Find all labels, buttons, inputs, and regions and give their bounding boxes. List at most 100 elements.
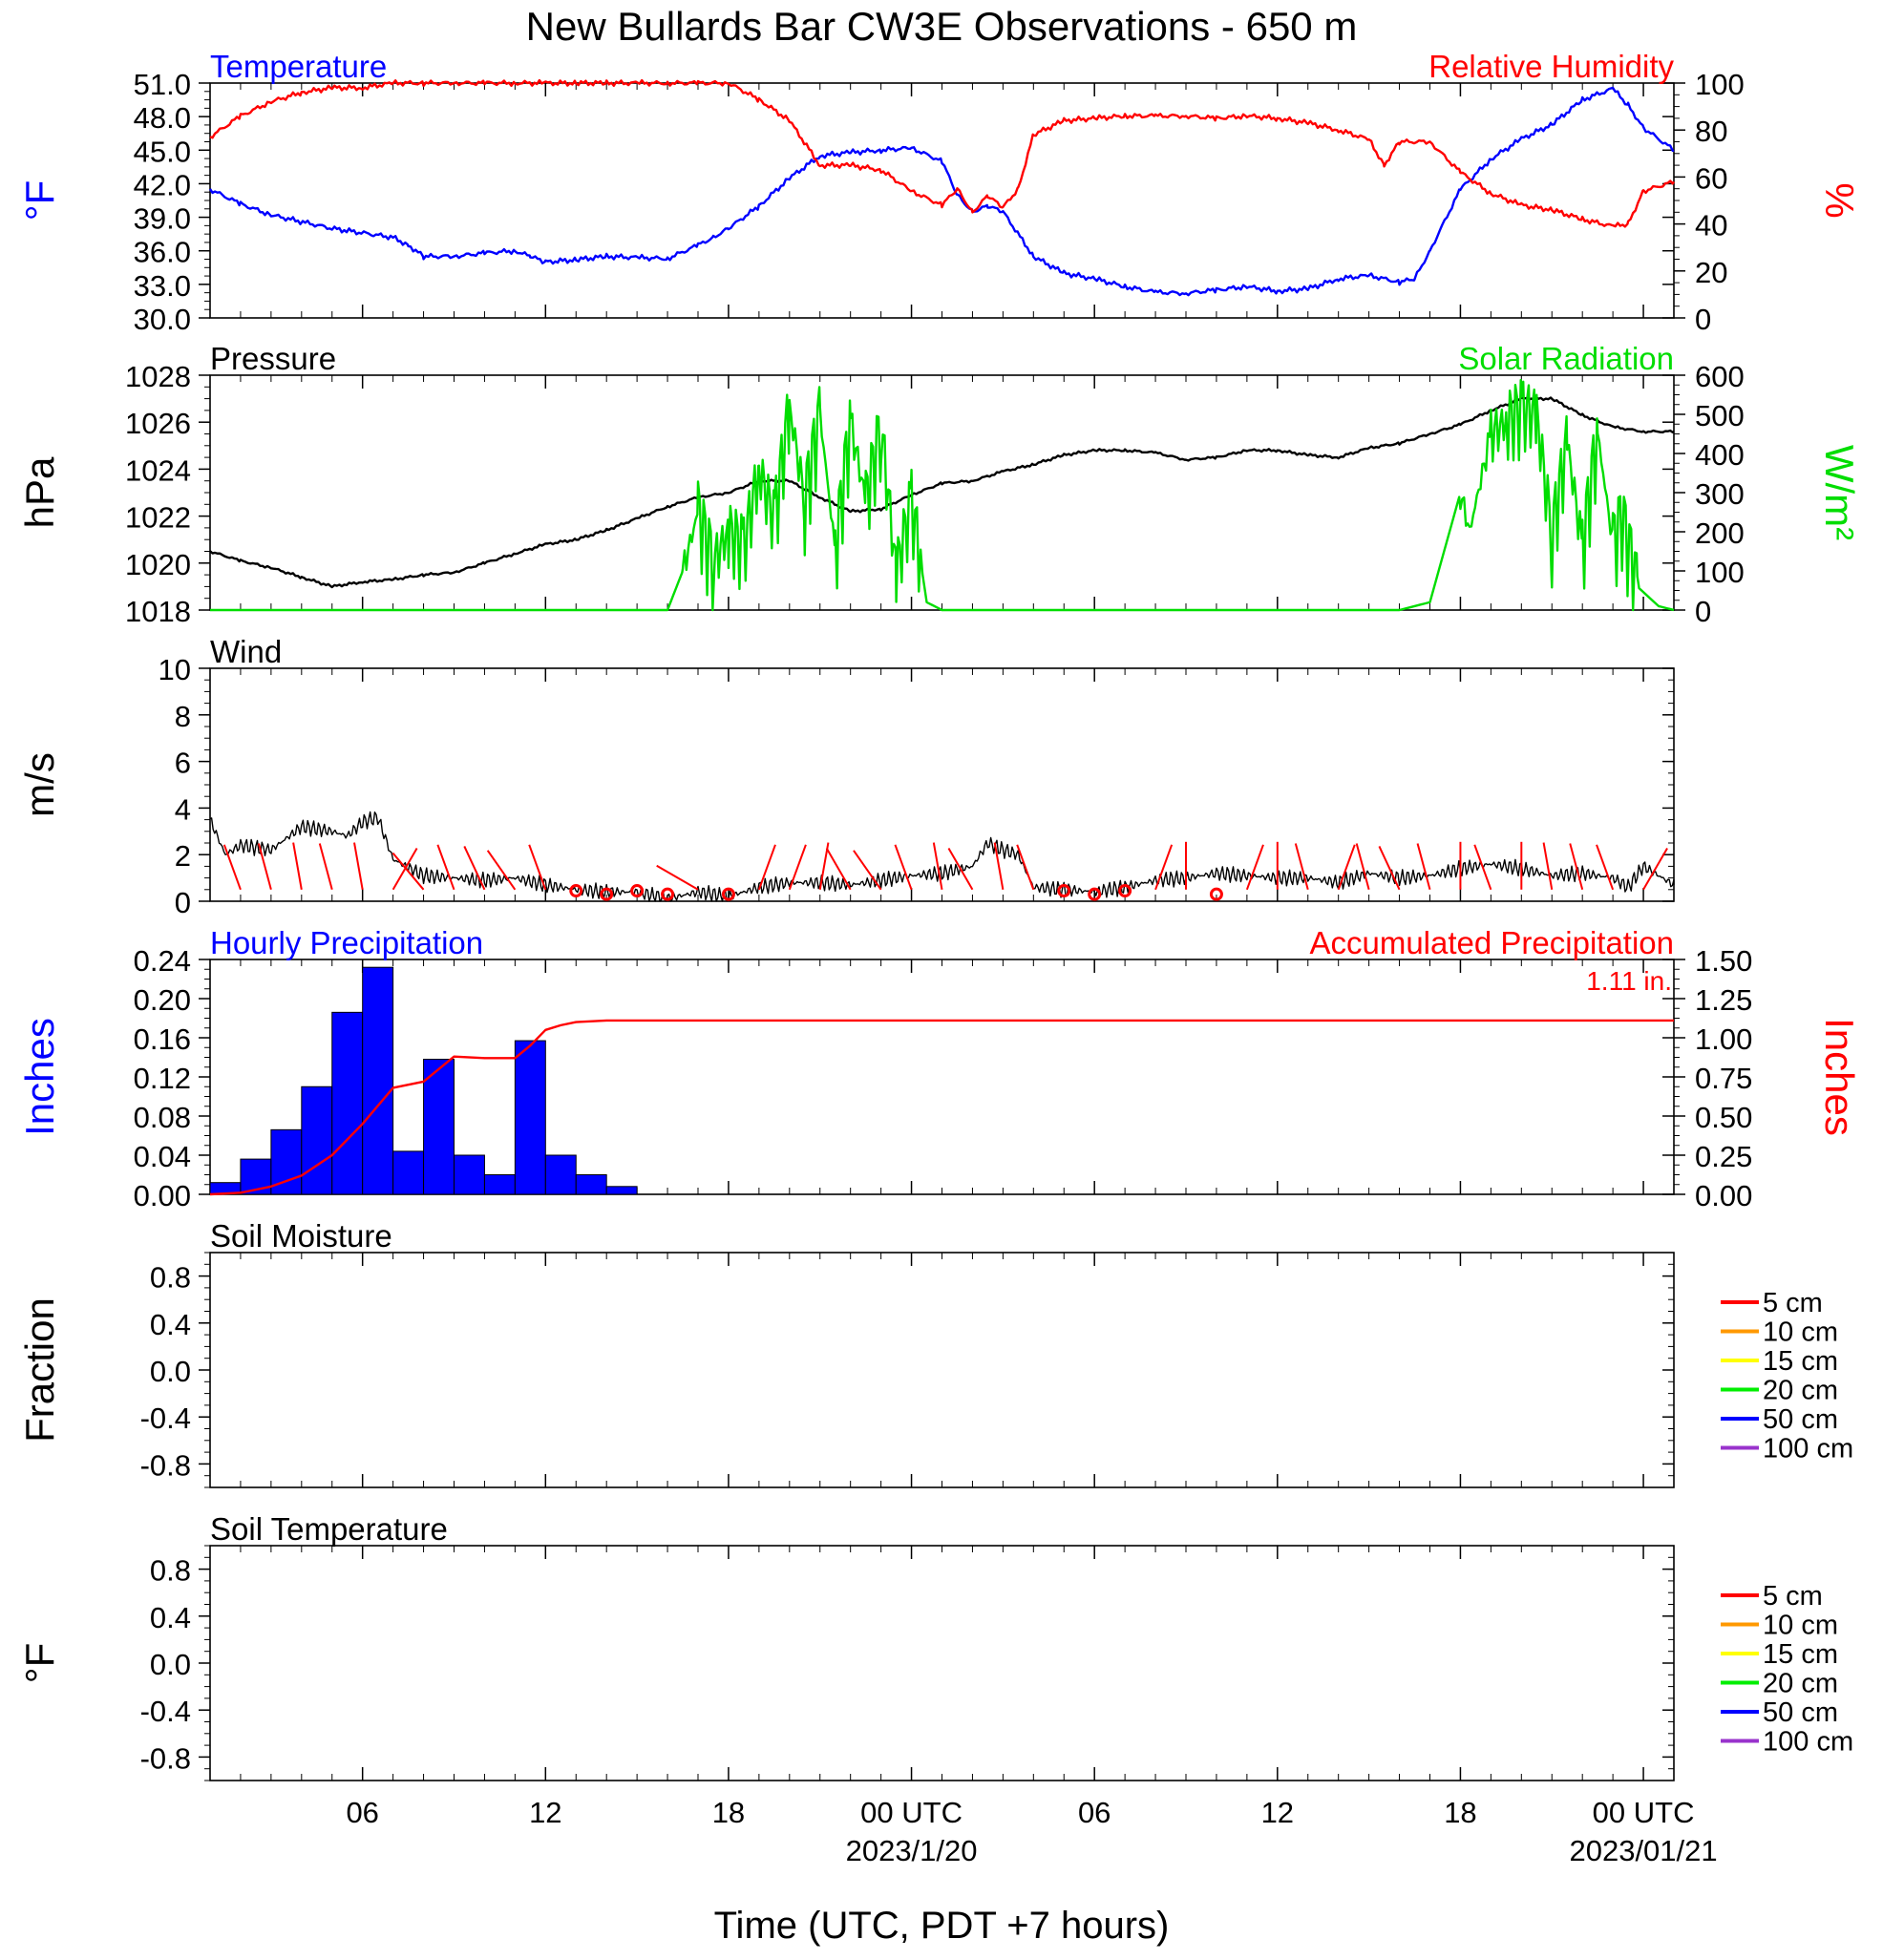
y2-tick-label: 0 [1695, 595, 1711, 628]
wind-barb [853, 850, 882, 891]
wind-barb [1569, 843, 1584, 891]
panel-hourly-precipitation: 0.24 0.20 0.16 0.12 0.08 0.04 0.00 1.50 1.25 1.00… [17, 925, 1862, 1212]
y2-tick-label: 60 [1695, 161, 1727, 195]
y-tick-label: 10 [159, 653, 191, 686]
y2-tick-label: 200 [1695, 516, 1745, 550]
wind-barb [1355, 843, 1370, 891]
x-axis-label: Time (UTC, PDT +7 hours) [714, 1905, 1170, 1947]
precip-bar [423, 1059, 455, 1195]
wind-barb [894, 844, 913, 891]
wind-barb [463, 846, 486, 891]
precip-bar [392, 1150, 425, 1195]
y-tick-label: 48.0 [134, 101, 191, 135]
plot-frame [209, 1545, 1675, 1781]
y-axis-unit: hPa [17, 456, 62, 528]
panel-title-left: Temperature [210, 49, 387, 84]
wind-barb [656, 864, 699, 891]
y-tick-label: 1024 [125, 453, 191, 487]
y2-tick-label: 1.50 [1695, 944, 1752, 978]
x-tick-label: 06 [346, 1796, 378, 1829]
y-tick-label: 0.00 [134, 1179, 191, 1212]
wind-barb [486, 850, 517, 891]
y-tick-label: 0.0 [150, 1648, 191, 1681]
x-tick-label: 06 [1078, 1796, 1111, 1829]
wind-barb [993, 842, 1005, 890]
wind-barb [1337, 844, 1356, 891]
wind-calm-marker [1209, 887, 1223, 901]
legend-label: 15 cm [1763, 1346, 1838, 1377]
legend-label: 10 cm [1763, 1317, 1838, 1348]
y-tick-label: -0.8 [140, 1741, 191, 1775]
wind-barb [528, 844, 547, 891]
wind-barb [222, 844, 242, 891]
x-tick-label: 00 UTC [860, 1796, 963, 1829]
wind-barb [1473, 844, 1492, 891]
x-tick-label: 12 [529, 1796, 561, 1829]
precip-bar [575, 1174, 607, 1195]
legend-label: 50 cm [1763, 1697, 1838, 1728]
y-tick-label: 2 [175, 839, 191, 873]
wind-calm-marker [661, 887, 675, 901]
y2-tick-label: 300 [1695, 477, 1745, 511]
y-axis-unit: Inches [17, 1018, 62, 1136]
panel-temperature: 51.048.045.042.039.036.033.030.0 100 80 60 4… [17, 49, 1862, 336]
wind-barb [391, 852, 425, 891]
y-tick-label: 42.0 [134, 168, 191, 201]
x-tick-label: 00 UTC [1593, 1796, 1695, 1829]
series-temperature [208, 86, 1675, 297]
wind-calm-marker [600, 887, 614, 901]
wind-calm-marker [569, 884, 583, 898]
plot-frame [209, 1252, 1675, 1488]
y2-tick-label: 1.00 [1695, 1022, 1752, 1056]
precip-bar [605, 1186, 638, 1195]
precip-bar [544, 1154, 577, 1195]
y-tick-label: 1026 [125, 407, 191, 440]
y-tick-label: 0.16 [134, 1022, 191, 1056]
wind-barb [825, 847, 852, 891]
y2-axis-unit: % [1817, 182, 1862, 218]
precip-bar [454, 1154, 485, 1195]
panel-title-left: Soil Temperature [210, 1511, 448, 1547]
y-tick-label: 0.04 [134, 1140, 191, 1173]
y-tick-label: 0.0 [150, 1355, 191, 1388]
y-tick-label: -0.8 [140, 1448, 191, 1482]
wind-barb [292, 842, 303, 890]
panel-title-left: Hourly Precipitation [210, 925, 483, 960]
precip-bar [483, 1174, 516, 1195]
wind-barb [932, 842, 943, 890]
y-tick-label: -0.4 [140, 1695, 191, 1728]
series-solar [210, 378, 1675, 612]
y2-tick-label: 0 [1695, 303, 1711, 336]
precip-bar [331, 1011, 364, 1195]
y2-axis-unit: W/m² [1817, 445, 1862, 540]
y-tick-label: 45.0 [134, 135, 191, 168]
y-tick-label: 33.0 [134, 269, 191, 303]
y-axis-unit: °F [17, 180, 62, 221]
y-tick-label: 36.0 [134, 236, 191, 269]
series-accum-precip [209, 1019, 1674, 1196]
wind-calm-marker [1057, 884, 1071, 898]
wind-barb [436, 844, 455, 891]
wind-calm-marker [721, 887, 735, 901]
y-tick-label: 0.24 [134, 944, 191, 978]
wind-barb [788, 844, 807, 891]
y2-tick-label: 20 [1695, 256, 1727, 289]
wind-barb [353, 842, 364, 890]
y2-axis-unit: Inches [1817, 1018, 1862, 1136]
wind-barb [1378, 846, 1401, 891]
chart-title: New Bullards Bar CW3E Observations - 650… [526, 4, 1358, 49]
precip-bar [514, 1040, 546, 1195]
y2-tick-label: 40 [1695, 209, 1727, 242]
y-tick-label: 1020 [125, 548, 191, 581]
panel-pressure: 1028 1026 1024 1022 1020 1018 600 500 400 300 200 1… [17, 341, 1862, 628]
y2-tick-label: 1.25 [1695, 983, 1752, 1017]
panel-title-left: Soil Moisture [210, 1218, 392, 1254]
wind-barb [1016, 844, 1035, 891]
legend-label: 50 cm [1763, 1404, 1838, 1435]
y-tick-label: 1018 [125, 595, 191, 628]
y2-tick-label: 0.75 [1695, 1062, 1752, 1095]
series-wind [209, 811, 1675, 902]
wind-barb [1294, 843, 1309, 891]
